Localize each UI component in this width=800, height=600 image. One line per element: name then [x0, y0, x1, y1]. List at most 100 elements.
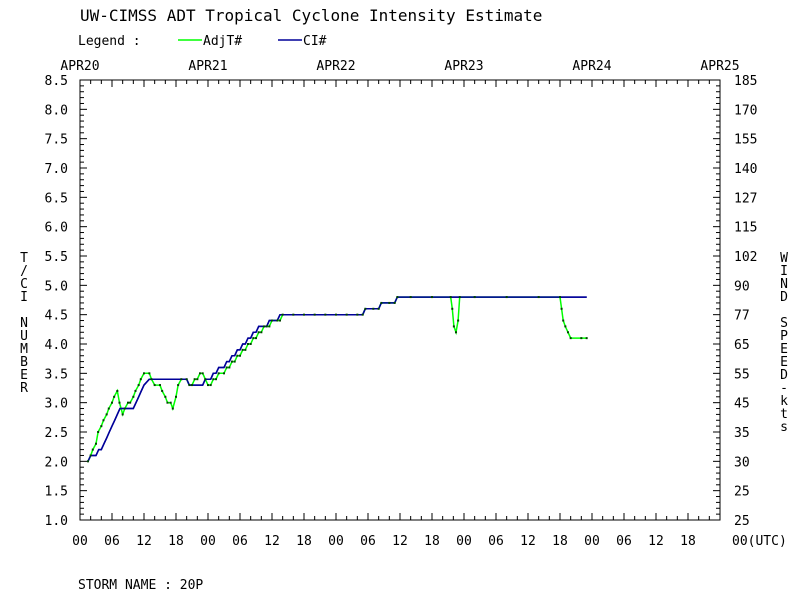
chart-title: UW-CIMSS ADT Tropical Cyclone Intensity … [80, 6, 542, 25]
adjt-marker [562, 319, 565, 322]
y-axis-label-char: C [20, 277, 28, 292]
adjt-marker [169, 401, 172, 404]
adjt-marker [118, 401, 121, 404]
adjt-marker [265, 325, 268, 328]
x-tick-label: 18 [168, 534, 184, 549]
adjt-marker [380, 301, 383, 304]
adjt-marker [137, 384, 140, 387]
adjt-marker [364, 307, 367, 310]
adjt-marker [409, 296, 412, 299]
y2-tick-label: 90 [734, 279, 750, 294]
adjt-marker [217, 372, 220, 375]
y2-tick-label: 155 [734, 133, 757, 148]
adjt-marker [95, 442, 97, 445]
y2-axis-label-char: t [780, 407, 788, 422]
y2-tick-label: 140 [734, 162, 757, 177]
x-tick-label: 18 [680, 534, 696, 549]
y-tick-label: 1.0 [45, 514, 68, 529]
adjt-marker [303, 313, 305, 316]
y-tick-label: 8.5 [45, 74, 68, 89]
x-tick-label: 06 [232, 534, 248, 549]
adjt-marker [225, 366, 228, 369]
adjt-marker [180, 378, 183, 381]
y2-tick-labels: 185 170 155 140 127 115 102 90 77 65 55 45 35 30 25 25 [734, 74, 757, 529]
x-tick-label: 00 [584, 534, 600, 549]
adjt-marker [233, 360, 236, 363]
adjt-marker [102, 419, 105, 422]
y2-tick-label: 35 [734, 426, 750, 441]
adjt-marker [345, 313, 348, 316]
adjt-marker [473, 296, 476, 299]
adjt-marker [361, 313, 364, 316]
x-tick-labels: 00 06 12 18 00 06 12 18 00 06 12 18 00 06 12 18 00 06 12 18 [72, 534, 696, 549]
y2-tick-label: 77 [734, 309, 750, 324]
adjt-marker [87, 460, 89, 463]
x-tick-label: 12 [648, 534, 664, 549]
adjt-marker [107, 407, 110, 410]
x-tick-label: 00 [328, 534, 344, 549]
storm-name: STORM NAME : 20P [78, 578, 203, 593]
adjt-marker [116, 389, 119, 392]
y-axis-label-char: E [20, 368, 28, 383]
top-date-label: APR25 [700, 59, 739, 74]
y-tick-label: 7.5 [45, 133, 68, 148]
adjt-marker [236, 354, 239, 357]
adjt-marker [313, 313, 316, 316]
adjt-marker [559, 296, 561, 299]
y2-tick-label: 185 [734, 74, 757, 89]
y2-axis-label-char: E [780, 355, 788, 370]
adjt-marker [255, 337, 257, 340]
x-tick-label: 06 [104, 534, 120, 549]
y-axis-label-char: M [20, 342, 28, 357]
adjt-marker [239, 354, 241, 357]
adjt-marker [199, 372, 201, 375]
adjt-marker [196, 378, 199, 381]
adjt-marker [457, 319, 460, 322]
adjt-marker [188, 384, 191, 387]
y2-axis-label-char: D [780, 290, 788, 305]
adjt-marker [127, 401, 129, 404]
x-tick-label: 00 [456, 534, 472, 549]
y2-tick-label: 102 [734, 250, 757, 265]
adjt-marker [455, 331, 457, 334]
adjt-marker [159, 384, 161, 387]
adjt-marker [228, 366, 231, 369]
y-axis-label-char: R [20, 381, 28, 396]
adjt-marker [215, 378, 217, 381]
y-axis-label-char: T [20, 251, 28, 266]
y2-tick-label: 25 [734, 485, 750, 500]
y2-axis-label-char: W [780, 251, 788, 266]
y-tick-label: 3.0 [45, 397, 68, 412]
adjt-marker [105, 413, 108, 416]
adjt-marker [249, 343, 252, 345]
adjt-marker [153, 384, 156, 387]
x-tick-label: 00 [72, 534, 88, 549]
y2-tick-label: 65 [734, 338, 750, 353]
adjt-marker [121, 413, 124, 416]
y-tick-label: 4.5 [45, 309, 68, 324]
y-tick-label: 3.5 [45, 367, 68, 382]
y-tick-label: 7.0 [45, 162, 68, 177]
adjt-marker [193, 378, 196, 381]
y2-axis-label-char: D [780, 368, 788, 383]
adjt-marker [241, 348, 244, 351]
adjt-marker [129, 401, 132, 404]
top-date-label: APR23 [444, 59, 483, 74]
y2-tick-label: 45 [734, 397, 750, 412]
adjt-marker [451, 307, 454, 310]
top-date-label: APR22 [316, 59, 355, 74]
x-tick-label: 06 [488, 534, 504, 549]
plot-frame [79, 79, 721, 521]
x-tick-label: 18 [296, 534, 312, 549]
y2-tick-label: 127 [734, 191, 757, 206]
top-date-label: APR20 [60, 59, 99, 74]
adjt-marker [377, 307, 380, 310]
x-tick-label: 12 [392, 534, 408, 549]
adjt-marker [161, 389, 164, 392]
y-tick-label: 6.5 [45, 191, 68, 206]
adjt-marker [393, 301, 396, 304]
adjt-marker [585, 337, 588, 340]
y-tick-label: 2.0 [45, 455, 68, 470]
